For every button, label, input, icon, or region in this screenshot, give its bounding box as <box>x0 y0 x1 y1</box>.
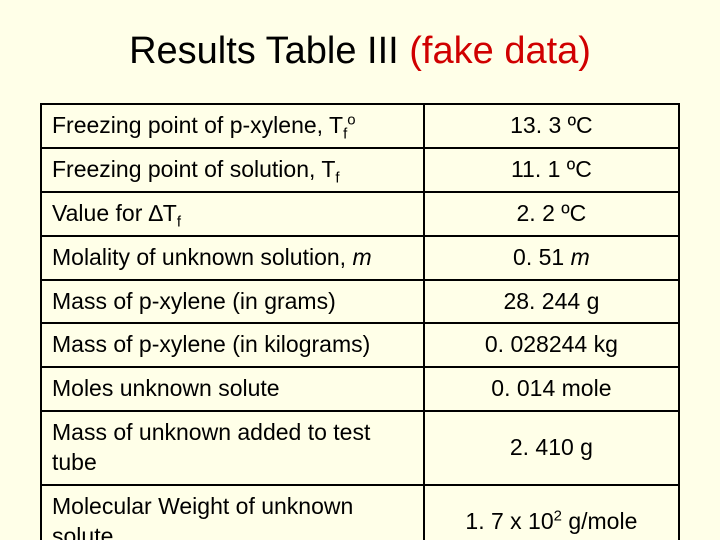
row-value: 0. 014 mole <box>424 367 679 411</box>
table-row: Mass of p-xylene (in grams)28. 244 g <box>41 280 679 324</box>
row-value: 0. 51 m <box>424 236 679 280</box>
row-label: Freezing point of p-xylene, Tfo <box>41 104 424 148</box>
slide-title: Results Table III (fake data) <box>40 30 680 73</box>
table-row: Freezing point of p-xylene, Tfo13. 3 ºC <box>41 104 679 148</box>
table-row: Mass of unknown added to test tube2. 410… <box>41 411 679 485</box>
title-annotation: (fake data) <box>409 30 591 72</box>
row-value: 28. 244 g <box>424 280 679 324</box>
row-label: Mass of p-xylene (in kilograms) <box>41 323 424 367</box>
row-value: 13. 3 ºC <box>424 104 679 148</box>
slide-container: Results Table III (fake data) Freezing p… <box>0 0 720 540</box>
row-value: 2. 2 ºC <box>424 192 679 236</box>
table-row: Moles unknown solute0. 014 mole <box>41 367 679 411</box>
row-label: Value for ∆Tf <box>41 192 424 236</box>
row-label: Freezing point of solution, Tf <box>41 148 424 192</box>
row-value: 0. 028244 kg <box>424 323 679 367</box>
row-value: 11. 1 ºC <box>424 148 679 192</box>
table-row: Mass of p-xylene (in kilograms)0. 028244… <box>41 323 679 367</box>
row-label: Molecular Weight of unknown solute <box>41 485 424 540</box>
row-value: 1. 7 x 102 g/mole <box>424 485 679 540</box>
table-row: Freezing point of solution, Tf11. 1 ºC <box>41 148 679 192</box>
table-row: Molecular Weight of unknown solute1. 7 x… <box>41 485 679 540</box>
row-value: 2. 410 g <box>424 411 679 485</box>
table-row: Value for ∆Tf2. 2 ºC <box>41 192 679 236</box>
row-label: Molality of unknown solution, m <box>41 236 424 280</box>
row-label: Moles unknown solute <box>41 367 424 411</box>
title-main: Results Table III <box>129 30 409 72</box>
results-table: Freezing point of p-xylene, Tfo13. 3 ºCF… <box>40 103 680 540</box>
row-label: Mass of p-xylene (in grams) <box>41 280 424 324</box>
row-label: Mass of unknown added to test tube <box>41 411 424 485</box>
table-row: Molality of unknown solution, m0. 51 m <box>41 236 679 280</box>
